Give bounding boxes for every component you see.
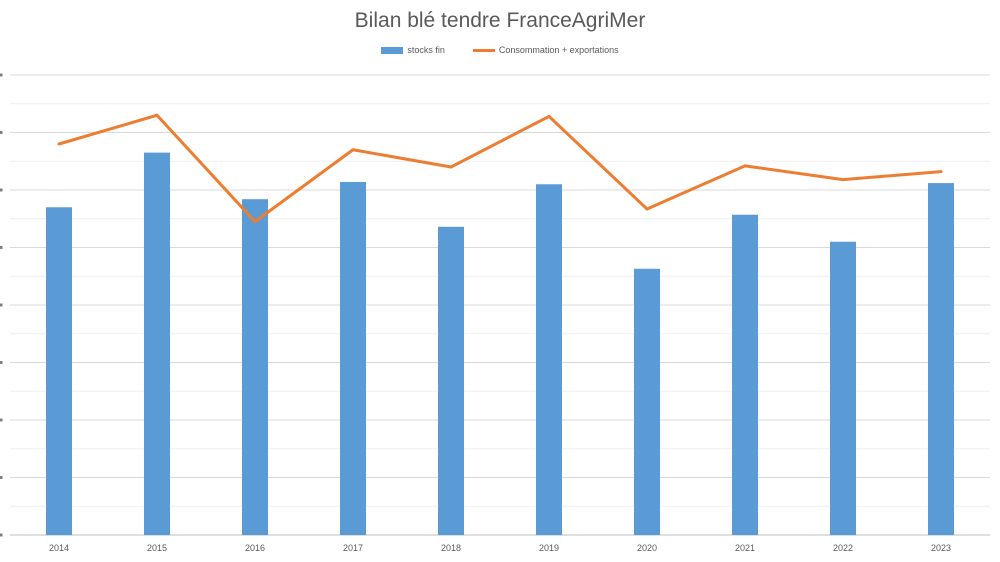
major-gridlines <box>10 74 990 536</box>
y-axis-ticks <box>0 73 3 537</box>
y-tick-mark <box>0 303 3 307</box>
bar-2018 <box>438 226 464 536</box>
line-point-2020 <box>645 207 649 211</box>
x-tick-label: 2021 <box>735 543 755 553</box>
line-point-2017 <box>351 148 355 152</box>
x-axis-labels: 2014 2015 2016 2017 2018 2019 2020 2021 2022 2023 <box>49 543 951 553</box>
x-tick-label: 2019 <box>539 543 559 553</box>
bar-2022 <box>830 241 856 535</box>
y-tick-mark <box>0 246 3 249</box>
legend-item-stocks: stocks fin <box>381 45 445 55</box>
legend-swatch-bar <box>381 46 404 54</box>
x-tick-label: 2023 <box>931 543 951 553</box>
y-tick-mark <box>0 533 3 537</box>
x-tick-label: 2015 <box>147 543 167 553</box>
x-tick-label: 2018 <box>441 543 461 553</box>
legend-item-consommation: Consommation + exportations <box>472 45 619 55</box>
bar-2021 <box>732 214 758 535</box>
x-tick-label: 2016 <box>245 543 265 553</box>
bar-2020 <box>634 268 660 535</box>
y-tick-mark <box>0 188 3 192</box>
x-tick-label: 2022 <box>833 543 853 553</box>
line-point-2015 <box>155 113 159 117</box>
line-point-2014 <box>57 142 61 146</box>
bar-2019 <box>536 184 562 535</box>
line-consommation <box>58 113 942 224</box>
y-tick-mark <box>0 73 3 77</box>
y-tick-mark <box>0 476 3 479</box>
bar-2014 <box>46 207 72 535</box>
bar-2015 <box>144 152 170 535</box>
line-series <box>57 113 943 224</box>
line-point-2021 <box>743 164 747 168</box>
x-tick-label: 2014 <box>49 543 69 553</box>
legend-label: stocks fin <box>407 45 445 55</box>
line-point-2018 <box>449 165 453 169</box>
line-point-2022 <box>841 178 845 182</box>
minor-gridlines <box>10 103 990 507</box>
legend: stocks fin Consommation + exportations <box>0 45 1000 55</box>
bar-series <box>46 152 954 536</box>
line-point-2023 <box>939 170 943 174</box>
line-point-2016 <box>253 220 257 224</box>
bar-2023 <box>928 183 954 535</box>
y-tick-mark <box>0 418 3 422</box>
x-tick-label: 2020 <box>637 543 657 553</box>
line-point-2019 <box>547 114 551 118</box>
bar-2016 <box>242 199 268 535</box>
legend-label: Consommation + exportations <box>498 45 619 55</box>
bar-2017 <box>340 181 366 535</box>
chart-title: Bilan blé tendre FranceAgriMer <box>354 9 646 32</box>
x-tick-label: 2017 <box>343 543 363 553</box>
legend-swatch-line <box>472 48 495 52</box>
y-tick-mark <box>0 131 3 134</box>
y-tick-mark <box>0 361 3 364</box>
